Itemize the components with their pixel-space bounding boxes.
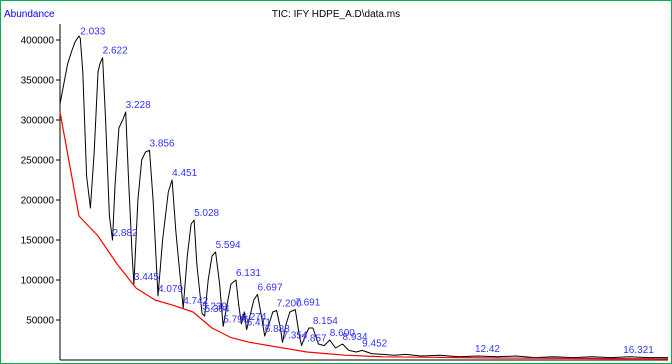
y-axis-label: Abundance <box>4 9 55 20</box>
peak-label: 4.451 <box>172 168 197 179</box>
peak-label: 8.154 <box>313 316 338 327</box>
peak-label: 7.200 <box>277 298 302 309</box>
y-tick-label: 200000 <box>21 196 55 207</box>
axes <box>59 24 668 361</box>
y-tick-label: 400000 <box>21 36 55 47</box>
peak-label: 12.42 <box>475 344 500 355</box>
peak-label: 3.856 <box>150 138 175 149</box>
peak-label: 3.228 <box>126 100 151 111</box>
baseline-line <box>59 111 669 360</box>
peak-label: 6.274 <box>241 312 266 323</box>
peak-label: 5.028 <box>194 208 219 219</box>
y-tick-label: 300000 <box>21 116 55 127</box>
peak-label: 6.697 <box>257 282 282 293</box>
y-ticks: 50000 100000 150000 200000 250000 300000 35000… <box>21 36 60 327</box>
y-tick-label: 150000 <box>21 236 55 247</box>
peak-label: 7.354 <box>282 330 307 341</box>
peak-label: 4.079 <box>158 284 183 295</box>
peak-label: 9.452 <box>362 338 387 349</box>
peak-label: 7.857 <box>302 334 327 345</box>
peak-label: 2.622 <box>103 46 128 57</box>
peak-label: 6.131 <box>236 268 261 279</box>
peak-label: 3.445 <box>134 272 159 283</box>
y-tick-label: 250000 <box>21 156 55 167</box>
peak-label: 7.691 <box>295 298 320 309</box>
peak-label: 6.888 <box>265 324 290 335</box>
peak-label: 8.600 <box>330 328 355 339</box>
peak-label: 5.594 <box>216 240 241 251</box>
peak-label: 2.882 <box>113 228 138 239</box>
chart-title: TIC: IFY HDPE_A.D\data.ms <box>271 9 401 20</box>
peak-label: 5.239 <box>202 302 227 313</box>
y-tick-label: 100000 <box>21 276 55 287</box>
peak-label: 4.742 <box>183 296 208 307</box>
peak-label: 8.934 <box>342 332 367 343</box>
peak-label: 5.796 <box>223 314 248 325</box>
peak-label: 2.033 <box>80 26 105 37</box>
series-lines <box>59 35 669 360</box>
peak-label: 6.411 <box>247 318 272 329</box>
y-tick-label: 50000 <box>26 316 54 327</box>
peak-label: 5.304 <box>205 304 230 315</box>
peak-labels: 2.033 2.622 3.228 3.856 4.451 5.028 5.594 2.882… <box>80 26 654 355</box>
peak-label: 16.321 <box>623 345 654 356</box>
y-tick-label: 350000 <box>21 76 55 87</box>
signal-line <box>59 35 668 359</box>
